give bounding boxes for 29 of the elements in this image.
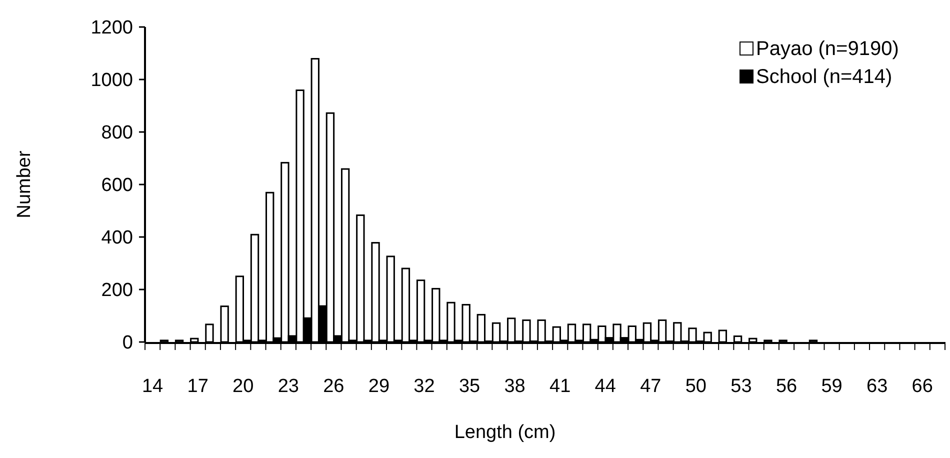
x-tick-label: 47 (640, 376, 662, 397)
x-tick-label: 50 (685, 376, 707, 397)
x-tick-label: 44 (594, 376, 616, 397)
y-tick-label: 0 (122, 332, 133, 354)
y-tick-label: 1000 (90, 70, 133, 92)
legend-label: School (n=414) (756, 66, 892, 88)
x-tick-label: 38 (504, 376, 526, 397)
y-tick-label: 600 (101, 175, 133, 196)
legend-label: Payao (n=9190) (756, 38, 899, 60)
x-tick-label: 17 (187, 376, 208, 397)
x-tick-label: 23 (278, 376, 299, 397)
y-tick-label: 400 (101, 228, 133, 249)
x-tick-label: 63 (866, 376, 888, 397)
x-tick-label: 29 (368, 376, 390, 397)
x-tick-label: 14 (142, 376, 164, 397)
x-tick-label: 35 (458, 376, 480, 397)
y-axis-title: Number (14, 150, 35, 218)
x-tick-label: 56 (776, 376, 798, 397)
x-tick-label: 66 (912, 376, 933, 397)
x-tick-label: 59 (821, 376, 842, 397)
y-tick-label: 1200 (90, 18, 133, 39)
x-tick-label: 20 (232, 376, 254, 397)
x-tick-label: 32 (414, 376, 435, 397)
x-axis-title: Length (cm) (454, 422, 556, 443)
y-tick-label: 200 (101, 280, 133, 302)
x-tick-label: 41 (550, 376, 571, 397)
y-tick-label: 800 (101, 122, 133, 144)
x-tick-label: 26 (323, 376, 344, 397)
x-tick-label: 53 (730, 376, 752, 397)
